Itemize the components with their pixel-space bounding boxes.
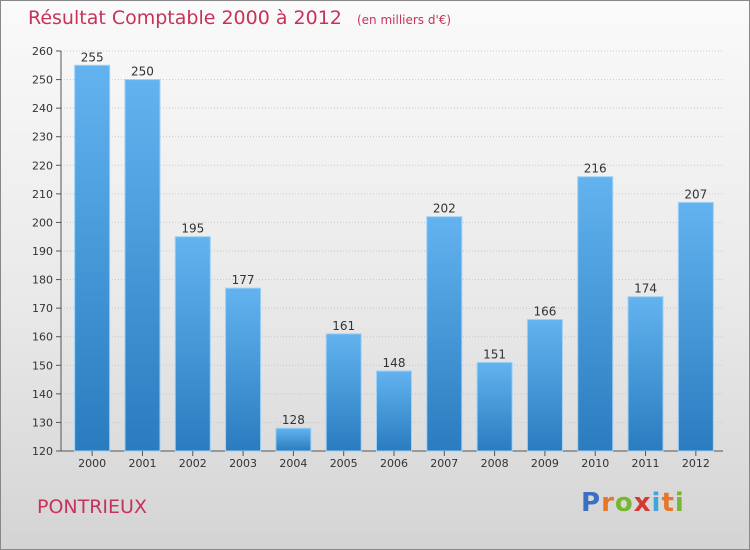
data-label-2003: 177 [232,273,255,287]
data-label-2010: 216 [584,162,607,176]
commune-name: PONTRIEUX [37,496,147,518]
logo-letter: t [661,488,675,518]
data-label-2007: 202 [433,202,456,216]
x-tick-label-2001: 2001 [128,457,156,470]
y-tick-label: 200 [32,216,53,229]
logo-letter: r [601,488,615,518]
bar-2002 [174,236,211,452]
x-tick-label-2002: 2002 [179,457,207,470]
y-tick-label: 120 [32,445,53,458]
y-tick-label: 140 [32,388,53,401]
title-row: Résultat Comptable 2000 à 2012 (en milli… [28,7,451,29]
x-tick-label-2008: 2008 [481,457,509,470]
data-label-2009: 166 [533,305,556,319]
y-tick-label: 250 [32,74,53,87]
bar-2011 [627,296,664,452]
x-tick-label-2010: 2010 [581,457,609,470]
x-tick-label-2012: 2012 [682,457,710,470]
x-tick-label-2003: 2003 [229,457,257,470]
data-label-2005: 161 [332,319,355,333]
logo-letter: x [633,488,652,518]
chart-subtitle: (en milliers d'€) [356,13,452,27]
x-tick-label-2011: 2011 [632,457,660,470]
data-label-2006: 148 [383,356,406,370]
y-tick-label: 230 [32,131,53,144]
y-tick-label: 150 [32,359,53,372]
y-tick-label: 220 [32,159,53,172]
bar-2009 [526,319,563,452]
x-tick-label-2006: 2006 [380,457,408,470]
bar-2008 [476,361,513,452]
y-tick-label: 160 [32,331,53,344]
y-tick-label: 180 [32,274,53,287]
x-tick-label-2009: 2009 [531,457,559,470]
x-tick-label-2005: 2005 [330,457,358,470]
proxiti-logo: Proxiti [581,488,685,518]
data-label-2008: 151 [483,347,506,361]
data-label-2012: 207 [684,187,707,201]
x-tick-label-2000: 2000 [78,457,106,470]
y-tick-label: 240 [32,102,53,115]
logo-letter: i [674,488,685,518]
y-tick-label: 170 [32,302,53,315]
bar-2001 [124,79,161,452]
bar-2004 [275,427,312,452]
bar-2005 [325,333,362,452]
data-label-2011: 174 [634,282,657,296]
x-tick-label-2004: 2004 [279,457,307,470]
bar-2010 [577,176,614,452]
data-label-2001: 250 [131,65,154,79]
x-tick-label-2007: 2007 [430,457,458,470]
chart-title: Résultat Comptable 2000 à 2012 [28,7,342,29]
bar-2006 [376,370,412,452]
data-label-2002: 195 [181,222,204,236]
logo-letter: i [651,488,662,518]
bar-2012 [677,201,714,452]
y-tick-label: 260 [32,45,53,58]
bar-2000 [74,64,111,452]
y-tick-label: 130 [32,416,53,429]
bar-2003 [225,287,262,452]
bar-2007 [426,216,463,452]
logo-letter: o [614,488,634,518]
data-label-2000: 255 [81,50,104,64]
data-label-2004: 128 [282,413,305,427]
logo-letter: P [581,488,602,518]
y-tick-label: 190 [32,245,53,258]
y-tick-label: 210 [32,188,53,201]
